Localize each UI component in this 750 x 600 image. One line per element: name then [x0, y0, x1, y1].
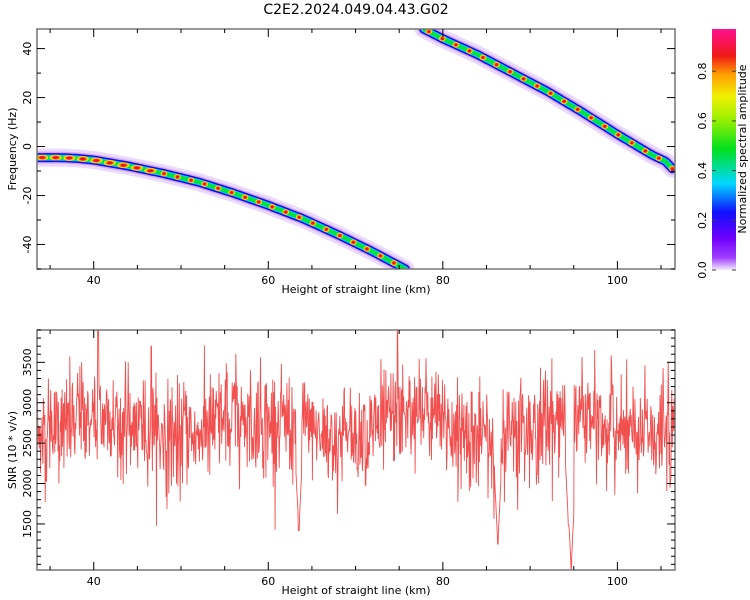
trace-peak-core — [147, 169, 154, 173]
trace-peak-core — [392, 261, 396, 265]
colorbar-gradient — [712, 29, 736, 270]
trace-peak-core — [521, 77, 526, 81]
trace-peak-core — [230, 191, 234, 194]
trace-peak-core — [39, 156, 46, 159]
snr-ticks: 40 60 80 100 1500 2000 2500 3000 3500 — [21, 329, 675, 588]
trace-peak-core — [79, 157, 86, 161]
trace-peak-core — [324, 227, 328, 231]
trace-peak-core — [481, 56, 485, 59]
x-tick-label: 40 — [87, 575, 101, 588]
x-tick-label: 40 — [87, 274, 101, 287]
figure-title: C2E2.2024.049.04.43.G02 — [263, 2, 448, 18]
y-tick-label: 1500 — [21, 510, 34, 538]
spectrogram-traces — [37, 29, 675, 269]
trace-peak-core — [549, 91, 553, 95]
colorbar-ticks: 0.0 0.2 0.4 0.6 0.8 — [696, 62, 736, 279]
trace-peak-core — [120, 163, 127, 167]
trace-peak-core — [311, 221, 315, 225]
spectrogram-y-label: Frequency (Hz) — [6, 108, 19, 191]
trace-peak-core — [270, 205, 274, 209]
trace-peak-core — [535, 84, 539, 88]
snr-plot-area — [37, 330, 675, 570]
trace-peak-core — [257, 200, 261, 204]
trace-peak-core — [175, 175, 180, 179]
trace-peak-core — [603, 124, 607, 128]
trace-peak-core — [351, 240, 355, 244]
x-tick-label: 100 — [607, 274, 628, 287]
trace-peak-core — [106, 161, 113, 165]
snr-y-label: SNR (10 * v/v) — [6, 411, 19, 489]
trace-peak-core — [243, 195, 247, 199]
trace-peak-core — [284, 210, 288, 214]
trace-peak-core — [643, 149, 647, 153]
trace-peak-core — [630, 141, 634, 145]
colorbar-label: Normalized spectral amplitude — [736, 64, 749, 233]
trace-peak-core — [467, 49, 472, 53]
x-tick-label: 60 — [261, 575, 275, 588]
trace-peak-core — [494, 63, 499, 66]
y-tick-label: -40 — [21, 236, 34, 254]
trace-peak-core — [66, 156, 73, 160]
spectrogram-panel: 40 60 80 100 -40 -20 0 20 40 Height of straight … — [6, 28, 676, 296]
y-tick-label: 3000 — [21, 389, 34, 417]
colorbar-tick-label: 0.2 — [696, 212, 709, 230]
colorbar-tick-label: 0.6 — [696, 112, 709, 129]
trace-peak-core — [378, 254, 383, 258]
snr-line — [37, 330, 675, 569]
trace-peak-core — [657, 156, 661, 160]
trace-peak-core — [93, 159, 100, 162]
trace-peak-core — [562, 99, 566, 103]
colorbar: 0.0 0.2 0.4 0.6 0.8 Normalized spectral ampl… — [696, 29, 749, 279]
lower-trace — [37, 148, 415, 269]
colorbar-tick-label: 0.4 — [696, 162, 709, 180]
colorbar-tick-label: 0.8 — [696, 62, 709, 80]
trace-peak-core — [52, 156, 59, 159]
y-tick-label: 0 — [21, 143, 34, 150]
trace-peak-core — [427, 30, 431, 34]
y-tick-label: 3500 — [21, 348, 34, 376]
x-tick-label: 60 — [261, 274, 275, 287]
snr-series — [37, 330, 675, 569]
trace-peak-core — [297, 215, 301, 219]
y-tick-label: 2000 — [21, 470, 34, 498]
y-tick-label: 20 — [21, 91, 34, 105]
snr-x-label: Height of straight line (km) — [281, 584, 430, 597]
x-tick-label: 80 — [436, 274, 450, 287]
trace-peak-core — [454, 43, 458, 47]
trace-peak-core — [576, 108, 580, 111]
trace-peak-core — [338, 234, 342, 237]
colorbar-tick-label: 0.0 — [696, 261, 709, 279]
spectrogram-plot-area — [37, 29, 675, 269]
x-tick-label: 80 — [436, 575, 450, 588]
trace-peak-core — [162, 172, 166, 175]
trace-peak-core — [216, 186, 220, 190]
trace-peak-core — [202, 182, 207, 186]
trace-peak-core — [365, 247, 369, 251]
y-tick-label: 2500 — [21, 429, 34, 457]
trace-peak-core — [589, 116, 593, 120]
trace-peak-core — [616, 133, 620, 137]
trace-peak-core — [440, 37, 445, 40]
snr-panel: 40 60 80 100 1500 2000 2500 3000 3500 Height of … — [6, 329, 676, 597]
spectrogram-ticks: 40 60 80 100 -40 -20 0 20 40 — [21, 29, 675, 287]
y-tick-label: -20 — [21, 187, 34, 205]
trace-peak-core — [670, 167, 674, 170]
y-tick-label: 40 — [21, 42, 34, 56]
trace-peak-core — [189, 178, 193, 182]
x-tick-label: 100 — [607, 575, 628, 588]
trace-peak-core — [508, 70, 512, 74]
spectrogram-x-label: Height of straight line (km) — [281, 283, 430, 296]
trace-peak-core — [134, 166, 140, 170]
upper-trace — [414, 29, 675, 178]
